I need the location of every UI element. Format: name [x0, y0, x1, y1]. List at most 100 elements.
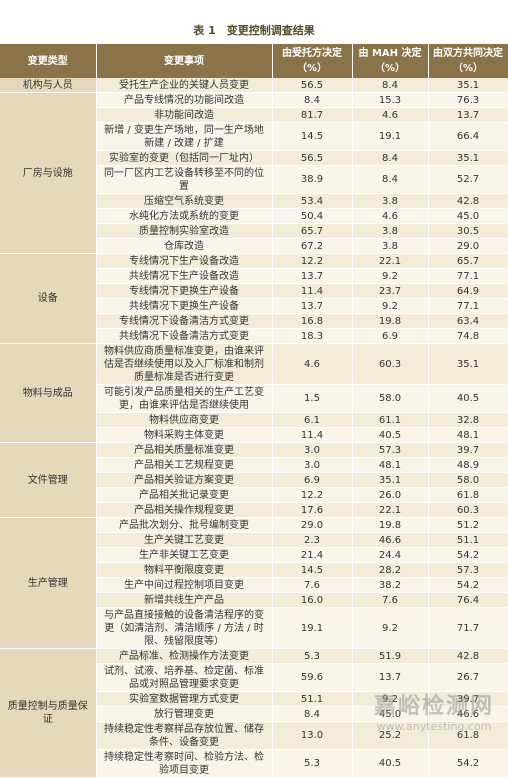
- value-cell: 42.8: [428, 193, 508, 209]
- value-cell: 13.7: [428, 107, 508, 123]
- value-cell: 3.8: [352, 238, 429, 254]
- value-cell: 60.3: [428, 502, 508, 518]
- type-cell: 设备: [0, 253, 97, 344]
- item-cell: 受托生产企业的关键人员变更: [96, 78, 273, 93]
- value-cell: 4.6: [352, 208, 429, 224]
- header-cell: 由受托方决定（%）: [272, 44, 353, 78]
- table-row: 物料平衡限度变更 14.5 28.2 57.3: [0, 562, 508, 578]
- value-cell: 58.0: [428, 472, 508, 488]
- item-cell: 专线情况下生产设备改造: [96, 253, 273, 269]
- value-cell: 9.2: [352, 691, 429, 707]
- value-cell: 81.7: [272, 107, 353, 123]
- table-row: 新增共线生产产品 16.0 7.6 76.4: [0, 592, 508, 608]
- item-cell: 专线情况下更换生产设备: [96, 283, 273, 299]
- value-cell: 5.3: [272, 648, 353, 664]
- value-cell: 38.9: [272, 165, 353, 194]
- value-cell: 26.0: [352, 487, 429, 503]
- value-cell: 74.8: [428, 328, 508, 344]
- value-cell: 11.4: [272, 283, 353, 299]
- value-cell: 29.0: [428, 238, 508, 254]
- value-cell: 48.1: [428, 427, 508, 443]
- value-cell: 32.8: [428, 412, 508, 428]
- table-row: 共线情况下更换生产设备 13.7 9.2 77.1: [0, 298, 508, 314]
- value-cell: 40.5: [352, 427, 429, 443]
- item-cell: 产品相关批记录变更: [96, 487, 273, 503]
- page: 表 1 变更控制调查结果 变更类型 变更事项 由受托方决定（%）由 MAH 决定（%…: [0, 24, 508, 778]
- value-cell: 28.2: [352, 562, 429, 578]
- value-cell: 1.5: [272, 384, 353, 413]
- table-row: 质量控制与质量保证 产品标准、检测操作方法变更 5.3 51.9 42.8: [0, 648, 508, 778]
- value-cell: 23.7: [352, 283, 429, 299]
- value-cell: 24.4: [352, 547, 429, 563]
- type-cell: 质量控制与质量保证: [0, 648, 97, 778]
- value-cell: 4.6: [272, 343, 353, 385]
- table-row: 生产非关键工艺变更 21.4 24.4 54.2: [0, 547, 508, 563]
- watermark-name: 嘉峪检测网: [373, 694, 494, 719]
- value-cell: 46.6: [428, 706, 508, 722]
- value-cell: 45.0: [428, 208, 508, 224]
- value-cell: 19.1: [272, 607, 353, 649]
- item-cell: 可能引发产品质量相关的生产工艺变更，由谁来评估是否继续使用: [96, 384, 273, 413]
- value-cell: 40.5: [352, 749, 429, 778]
- item-cell: 新增 / 变更生产场地，同一生产场地新建 / 改建 / 扩建: [96, 122, 273, 151]
- item-cell: 产品专线情况的功能间改造: [96, 92, 273, 108]
- item-cell: 共线情况下设备清洁方式变更: [96, 328, 273, 344]
- item-cell: 专线情况下设备清洁方式变更: [96, 313, 273, 329]
- value-cell: 6.1: [272, 412, 353, 428]
- value-cell: 9.2: [352, 268, 429, 284]
- value-cell: 48.9: [428, 457, 508, 473]
- value-cell: 26.7: [428, 663, 508, 692]
- value-cell: 57.3: [428, 562, 508, 578]
- value-cell: 77.1: [428, 268, 508, 284]
- item-cell: 质量控制实验室改造: [96, 223, 273, 239]
- value-cell: 15.3: [352, 92, 429, 108]
- item-cell: 产品相关验证方案变更: [96, 472, 273, 488]
- table-row: 共线情况下设备清洁方式变更 18.3 6.9 74.8: [0, 328, 508, 344]
- item-cell: 非功能间改造: [96, 107, 273, 123]
- table-title: 表 1 变更控制调查结果: [193, 24, 315, 37]
- item-cell: 物料采购主体变更: [96, 427, 273, 443]
- value-cell: 6.9: [352, 328, 429, 344]
- value-cell: 13.0: [272, 721, 353, 750]
- header-row: 变更类型 变更事项 由受托方决定（%）由 MAH 决定（%） 由双方共同决定（%）: [0, 44, 508, 78]
- value-cell: 39.7: [428, 442, 508, 458]
- item-cell: 生产关键工艺变更: [96, 532, 273, 548]
- value-cell: 8.4: [272, 92, 353, 108]
- value-cell: 54.2: [428, 749, 508, 778]
- value-cell: 57.3: [352, 442, 429, 458]
- table-row: 非功能间改造 81.7 4.6 13.7: [0, 107, 508, 123]
- value-cell: 29.0: [272, 517, 353, 533]
- header-cell: 变更事项: [96, 44, 273, 78]
- value-cell: 22.1: [352, 253, 429, 269]
- table-row: 文件管理 产品相关质量标准变更 3.0 57.3 39.7: [0, 442, 508, 518]
- type-cell: 厂房与设施: [0, 92, 97, 254]
- value-cell: 7.6: [272, 577, 353, 593]
- value-cell: 59.6: [272, 663, 353, 692]
- value-cell: 9.2: [352, 298, 429, 314]
- item-cell: 压缩空气系统变更: [96, 193, 273, 209]
- value-cell: 65.7: [272, 223, 353, 239]
- table-row: 产品相关工艺规程变更 3.0 48.1 48.9: [0, 457, 508, 473]
- value-cell: 12.2: [272, 487, 353, 503]
- value-cell: 9.2: [352, 607, 429, 649]
- value-cell: 16.8: [272, 313, 353, 329]
- value-cell: 35.1: [352, 472, 429, 488]
- value-cell: 35.1: [428, 150, 508, 166]
- table: 变更类型 变更事项 由受托方决定（%）由 MAH 决定（%） 由双方共同决定（%） 机…: [0, 44, 508, 778]
- value-cell: 45.0: [352, 706, 429, 722]
- value-cell: 76.4: [428, 592, 508, 608]
- value-cell: 54.2: [428, 577, 508, 593]
- table-row: 与产品直接接触的设备清洁程序的变更（如清洁剂、清洁顺序 / 方法 / 时限、残留…: [0, 607, 508, 649]
- value-cell: 40.5: [428, 384, 508, 413]
- table-row: 同一厂区内工艺设备转移至不同的位置 38.9 8.4 52.7: [0, 165, 508, 194]
- value-cell: 66.4: [428, 122, 508, 151]
- item-cell: 仓库改造: [96, 238, 273, 254]
- value-cell: 16.0: [272, 592, 353, 608]
- value-cell: 48.1: [352, 457, 429, 473]
- value-cell: 12.2: [272, 253, 353, 269]
- item-cell: 物料平衡限度变更: [96, 562, 273, 578]
- item-cell: 共线情况下生产设备改造: [96, 268, 273, 284]
- item-cell: 实验室的变更（包括同一厂址内）: [96, 150, 273, 166]
- table-row: 试剂、试液、培养基、检定菌、标准品或对照品管理要求变更 59.6 13.7 26.7: [0, 663, 508, 692]
- item-cell: 水纯化方法或系统的变更: [96, 208, 273, 224]
